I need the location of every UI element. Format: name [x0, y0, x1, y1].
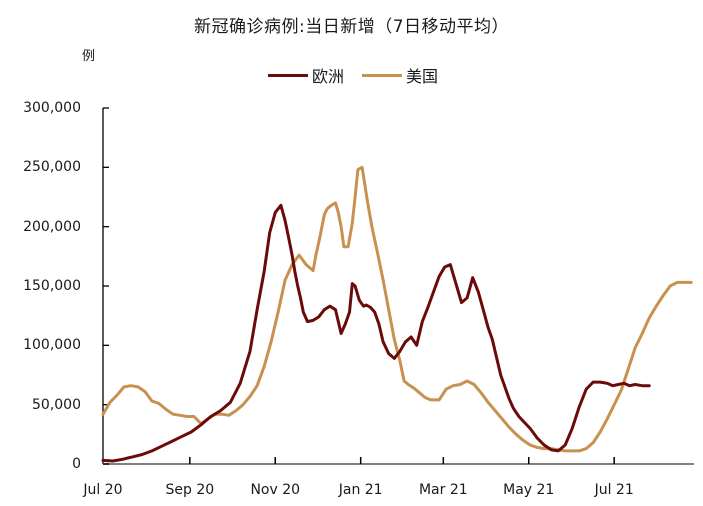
legend-label-usa: 美国 [406, 67, 439, 86]
y-tick-label: 0 [72, 456, 81, 472]
x-tick-label: Jan 21 [338, 482, 383, 498]
x-tick-label: Sep 20 [165, 482, 215, 498]
legend-item-europe: 欧洲 [268, 63, 344, 87]
x-tick-label: Jul 21 [594, 482, 634, 498]
chart-title: 新冠确诊病例:当日新增（7日移动平均） [193, 17, 510, 37]
legend-swatch-usa [362, 73, 403, 77]
x-tick-label: Nov 20 [250, 482, 301, 498]
axes [102, 107, 694, 465]
y-tick-label: 150,000 [23, 278, 81, 294]
series-line-europe [101, 203, 651, 463]
y-tick-label: 100,000 [23, 337, 81, 354]
legend-label-europe: 欧洲 [312, 67, 345, 86]
legend-item-usa: 美国 [362, 63, 438, 87]
series-line-usa [101, 165, 693, 453]
y-tick-label: 250,000 [23, 159, 81, 176]
y-tick-label: 50,000 [32, 396, 81, 413]
y-axis-unit-label: 例 [82, 49, 96, 64]
y-tick-label: 300,000 [23, 100, 81, 116]
x-tick-label: Jul 20 [83, 482, 123, 498]
series-lines [101, 165, 693, 463]
legend-swatch-europe [268, 73, 308, 77]
x-tick-label: May 21 [503, 482, 555, 498]
y-tick-label: 200,000 [23, 218, 81, 235]
chart-legend: 欧洲 美国 [268, 63, 456, 87]
x-tick-label: Mar 21 [418, 482, 468, 498]
